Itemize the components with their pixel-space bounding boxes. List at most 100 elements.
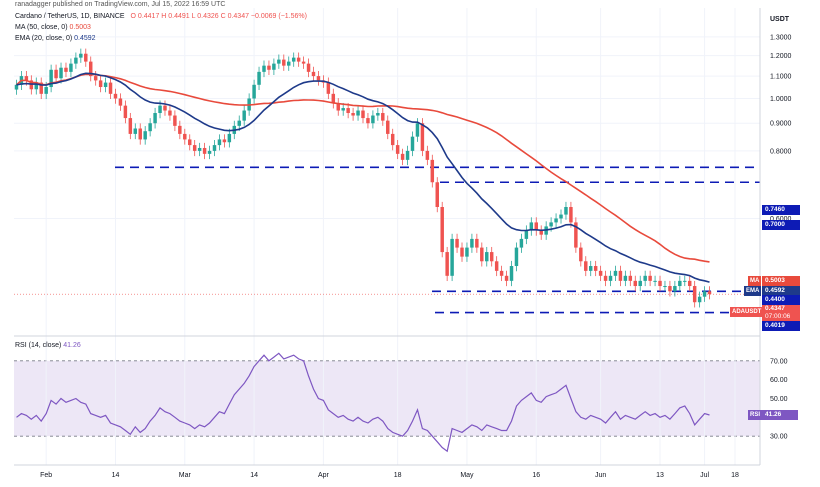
candle-body bbox=[613, 270, 618, 276]
candle-body bbox=[64, 67, 68, 72]
candle-body bbox=[74, 57, 78, 64]
candle-body bbox=[445, 252, 449, 276]
candle-body bbox=[79, 53, 83, 58]
candle-body bbox=[178, 125, 182, 134]
candle-body bbox=[113, 93, 118, 99]
candle-body bbox=[618, 270, 623, 281]
candle-body bbox=[14, 84, 19, 90]
ma50-line bbox=[15, 73, 710, 263]
time-tick-label: Apr bbox=[318, 472, 330, 479]
candle-body bbox=[598, 270, 603, 276]
candle-body bbox=[217, 139, 222, 146]
candle-body bbox=[163, 105, 167, 111]
candle-body bbox=[509, 266, 514, 281]
candle-body bbox=[188, 139, 192, 146]
candle-body bbox=[628, 275, 633, 281]
rsi-legend-value: 41.26 bbox=[63, 342, 81, 349]
candle-body bbox=[524, 230, 529, 239]
candle-body bbox=[673, 286, 677, 292]
ema-legend[interactable]: EMA (20, close, 0) 0.4592 bbox=[15, 35, 96, 42]
candle-body bbox=[311, 71, 316, 77]
candle-body bbox=[361, 110, 365, 119]
ma-tag-label: MA bbox=[748, 276, 762, 286]
candle-body bbox=[470, 238, 474, 248]
ma-legend[interactable]: MA (50, close, 0) 0.5003 bbox=[15, 24, 91, 31]
candle-body bbox=[549, 222, 553, 227]
candle-body bbox=[499, 270, 504, 276]
candle-body bbox=[252, 84, 256, 99]
candle-body bbox=[643, 275, 647, 281]
candle-body bbox=[88, 61, 93, 77]
countdown-tag: 07:00:06 bbox=[762, 313, 800, 321]
candle-body bbox=[678, 280, 682, 287]
candle-body bbox=[395, 145, 400, 154]
candle-body bbox=[24, 76, 29, 81]
candle-body bbox=[638, 280, 642, 287]
candle-body bbox=[435, 182, 439, 208]
candle-body bbox=[519, 238, 524, 248]
ohlc-values: O 0.4417 H 0.4491 L 0.4326 C 0.4347 −0.0… bbox=[130, 13, 307, 20]
candle-body bbox=[183, 133, 187, 140]
candle-body bbox=[702, 291, 707, 297]
candle-body bbox=[351, 113, 355, 116]
candle-body bbox=[579, 247, 583, 262]
ma-legend-label: MA (50, close, 0) bbox=[15, 24, 68, 31]
rsi-pane bbox=[16, 352, 710, 453]
candle-body bbox=[707, 291, 712, 295]
rsi-tick-label: 50.00 bbox=[770, 396, 788, 403]
candle-body bbox=[475, 238, 479, 248]
candle-body bbox=[460, 247, 464, 257]
published-caption: ranadagger published on TradingView.com,… bbox=[15, 1, 226, 8]
candle-body bbox=[405, 150, 410, 160]
price-tick-label: 1.3000 bbox=[770, 34, 792, 41]
candle-body bbox=[415, 123, 420, 137]
candle-body bbox=[49, 69, 53, 88]
candle-body bbox=[133, 128, 138, 134]
time-tick-label: Mar bbox=[179, 472, 192, 479]
candle-body bbox=[504, 275, 509, 281]
ema-legend-value: 0.4592 bbox=[74, 35, 96, 42]
candle-body bbox=[697, 296, 702, 303]
candle-body bbox=[54, 69, 58, 79]
candle-body bbox=[168, 110, 172, 116]
time-tick-label: 14 bbox=[250, 472, 258, 479]
candle-body bbox=[262, 65, 266, 72]
candle-body bbox=[197, 147, 202, 151]
candle-body bbox=[400, 153, 405, 160]
candle-body bbox=[301, 61, 306, 64]
candle-body bbox=[143, 131, 147, 140]
symbol-line: Cardano / TetherUS, 1D, BINANCE O 0.4417… bbox=[15, 13, 307, 20]
candle-body bbox=[98, 80, 103, 88]
candle-body bbox=[658, 280, 662, 287]
support-levels bbox=[14, 166, 760, 314]
candle-body bbox=[692, 286, 697, 303]
rsi-legend[interactable]: RSI (14, close) 41.26 bbox=[15, 342, 81, 349]
candle-body bbox=[93, 76, 98, 81]
candle-body bbox=[222, 139, 227, 143]
candle-body bbox=[331, 93, 336, 104]
rsi-band bbox=[14, 360, 760, 437]
candle-body bbox=[282, 59, 286, 66]
level-tag-0440: 0.4400 bbox=[762, 295, 800, 305]
rsi-legend-label: RSI (14, close) bbox=[15, 342, 62, 349]
candle-body bbox=[450, 238, 454, 276]
candle-body bbox=[663, 286, 667, 288]
price-tick-label: 1.0000 bbox=[770, 96, 792, 103]
rsi-tag-label: RSI bbox=[748, 410, 763, 420]
candle-body bbox=[366, 118, 370, 124]
ema20-line bbox=[16, 72, 710, 283]
candle-body bbox=[485, 252, 489, 262]
candle-body bbox=[192, 145, 197, 151]
candle-body bbox=[381, 113, 385, 121]
candle-body bbox=[84, 53, 88, 62]
candle-body bbox=[683, 280, 687, 282]
time-tick-label: 13 bbox=[656, 472, 664, 479]
candle-body bbox=[257, 71, 261, 85]
candle-body bbox=[296, 57, 301, 62]
candle-body bbox=[455, 238, 459, 248]
candle-body bbox=[69, 63, 73, 72]
candle-body bbox=[386, 120, 390, 134]
candle-body bbox=[514, 247, 519, 267]
candle-body bbox=[603, 275, 608, 281]
